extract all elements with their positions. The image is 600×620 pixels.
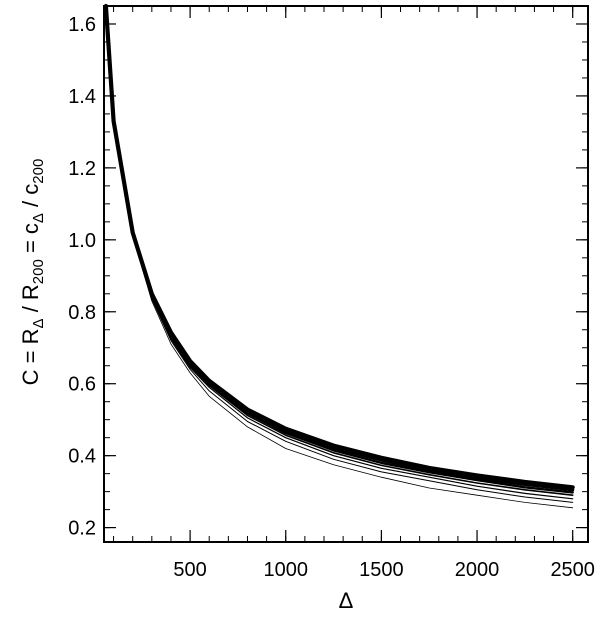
y-tick-label: 0.4 xyxy=(68,446,96,468)
y-tick-label: 0.8 xyxy=(68,302,96,324)
series-line-5 xyxy=(104,4,574,494)
x-tick-label: 1000 xyxy=(263,559,308,581)
series-line-7 xyxy=(103,3,575,490)
x-tick-labels: 500 1000 1500 2000 2500 xyxy=(173,559,595,581)
x-tick-label: 500 xyxy=(173,559,206,581)
y-axis-label-part: Δ xyxy=(30,318,47,328)
y-tick-label: 0.2 xyxy=(68,518,96,540)
y-axis-label-part: 200 xyxy=(30,259,47,284)
x-axis-label: Δ xyxy=(339,588,354,613)
y-tick-label: 1.6 xyxy=(68,14,96,36)
series-line-3 xyxy=(105,5,574,500)
plot-frame xyxy=(103,5,589,543)
x-tick-label: 1500 xyxy=(359,559,404,581)
x-tick-label: 2000 xyxy=(455,559,500,581)
y-axis-label-part: / R xyxy=(18,284,43,318)
y-axis-label-part: C = R xyxy=(18,328,43,385)
series-lines xyxy=(103,3,575,509)
y-axis-label-part: = c xyxy=(18,223,43,259)
x-tick-label: 2500 xyxy=(550,559,595,581)
major-ticks xyxy=(104,6,588,542)
y-tick-label: 0.6 xyxy=(68,374,96,396)
series-line-4 xyxy=(105,5,574,497)
y-axis-label-part: / c xyxy=(18,184,43,213)
series-line-6 xyxy=(104,4,575,492)
y-tick-labels: 0.2 0.4 0.6 0.8 1.0 1.2 1.4 1.6 xyxy=(68,14,96,540)
y-tick-label: 1.2 xyxy=(68,158,96,180)
minor-ticks xyxy=(104,5,588,542)
series-line-1 xyxy=(105,5,574,509)
y-axis-label-part: Δ xyxy=(30,213,47,223)
y-axis-label-part: 200 xyxy=(30,159,47,184)
y-tick-label: 1.0 xyxy=(68,230,96,252)
y-tick-label: 1.4 xyxy=(68,86,96,108)
y-axis-label: C = RΔ / R200 = cΔ / c200 xyxy=(18,159,47,386)
series-line-2 xyxy=(105,5,574,503)
